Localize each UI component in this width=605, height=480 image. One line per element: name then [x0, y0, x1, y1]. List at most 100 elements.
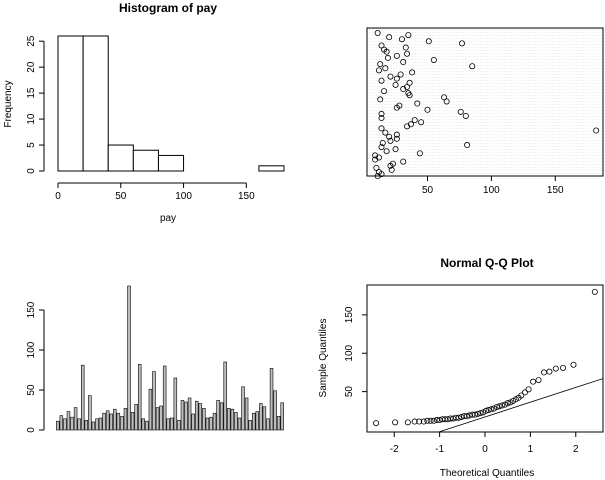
qq-point	[482, 407, 489, 414]
index-bar	[113, 408, 117, 431]
strip-point	[386, 133, 393, 140]
strip-point	[443, 98, 450, 105]
strip-x-tick-label: 100	[483, 185, 500, 196]
index-bar	[198, 403, 203, 431]
index-bar	[187, 397, 192, 431]
strip-point	[400, 59, 407, 66]
index-bar	[70, 416, 74, 431]
qq-point	[591, 288, 598, 295]
qq-point	[518, 392, 525, 399]
index-bar	[152, 371, 156, 431]
index-bar	[255, 411, 260, 431]
qq-title: Normal Q-Q Plot	[440, 256, 533, 270]
index-bar	[259, 403, 263, 431]
strip-point	[411, 117, 418, 124]
qq-point	[541, 369, 548, 376]
qq-frame	[366, 284, 604, 433]
index-bar-y-tick-label: 100	[26, 341, 37, 358]
index-bar	[209, 416, 213, 431]
strip-point	[387, 162, 394, 169]
qq-point	[427, 417, 434, 424]
index-bar	[127, 285, 131, 431]
index-bar	[84, 420, 89, 431]
index-bar	[134, 404, 138, 431]
index-bar	[73, 407, 78, 431]
index-bar	[266, 418, 270, 431]
histogram-x-tick-label: 50	[115, 191, 127, 202]
strip-point	[392, 81, 399, 88]
strip-point	[424, 106, 431, 113]
strip-point	[374, 173, 381, 180]
histogram-y-tick-label: 10	[26, 113, 37, 125]
qq-point	[411, 418, 418, 425]
qq-reference-line	[437, 378, 603, 432]
index-bar	[180, 400, 185, 431]
index-bar	[162, 365, 167, 431]
index-bar	[109, 413, 113, 431]
index-bar	[98, 417, 103, 431]
strip-point	[387, 73, 394, 80]
strip-point	[402, 44, 409, 51]
index-bar	[130, 412, 135, 431]
index-bar	[191, 413, 195, 431]
index-bar	[102, 412, 106, 431]
histogram-bar	[258, 165, 285, 172]
qq-point	[424, 417, 431, 424]
qq-y-label: Sample Quantiles	[318, 319, 329, 398]
index-bar-panel: 0 50 100 150	[26, 285, 284, 433]
qq-x-tick-label: -1	[435, 444, 444, 455]
strip-point	[372, 156, 379, 163]
qq-point	[552, 365, 559, 372]
index-bar	[202, 408, 206, 431]
histogram-x-label: pay	[160, 213, 176, 224]
qq-point	[474, 410, 481, 417]
strip-point	[405, 32, 412, 39]
strip-point	[382, 65, 389, 72]
index-bar	[262, 406, 267, 431]
strip-point	[430, 56, 437, 63]
qq-point	[488, 406, 495, 413]
qq-point	[570, 361, 577, 368]
strip-point	[382, 129, 389, 136]
histogram-bar	[132, 149, 159, 172]
strip-point	[378, 110, 385, 117]
qq-point	[493, 403, 500, 410]
strip-point	[387, 137, 394, 144]
strip-point	[400, 158, 407, 165]
index-bar-y-tick-label: 150	[26, 301, 37, 318]
histogram-x-tick-label: 150	[238, 191, 255, 202]
qq-y-tick-label: 50	[344, 386, 355, 398]
index-bar	[63, 418, 67, 431]
qq-x-tick-label: 2	[573, 444, 579, 455]
strip-x-tick-label: 50	[422, 185, 434, 196]
index-bar	[248, 420, 252, 431]
qq-plot-panel: Normal Q-Q Plot Theoretical Quantiles Sa…	[318, 256, 604, 479]
index-bar	[244, 397, 249, 431]
histogram-y-tick-label: 0	[26, 168, 37, 174]
strip-x-tick-label: 150	[547, 185, 564, 196]
index-bar	[116, 412, 121, 431]
qq-x-tick-label: 1	[528, 444, 534, 455]
qq-point	[504, 400, 511, 407]
strip-point	[384, 54, 391, 61]
qq-point	[525, 386, 532, 393]
index-bar	[59, 415, 64, 431]
strip-point	[378, 125, 385, 132]
index-bar	[123, 408, 128, 431]
histogram-x-tick-label: 100	[175, 191, 192, 202]
histogram-y-label: Frequency	[3, 80, 14, 127]
strip-point	[398, 36, 405, 43]
strip-point	[400, 86, 407, 93]
histogram-bar	[57, 35, 84, 172]
index-bar	[66, 411, 71, 431]
histogram-y-tick-label: 5	[26, 142, 37, 148]
qq-x-tick-label: -2	[390, 444, 399, 455]
histogram-x-tick-label: 0	[55, 191, 61, 202]
strip-point	[464, 142, 471, 149]
strip-point	[393, 75, 400, 82]
strip-point	[378, 115, 385, 122]
index-bar	[159, 405, 163, 431]
index-bar	[177, 420, 181, 431]
index-bar-y-tick-label: 50	[26, 384, 37, 396]
